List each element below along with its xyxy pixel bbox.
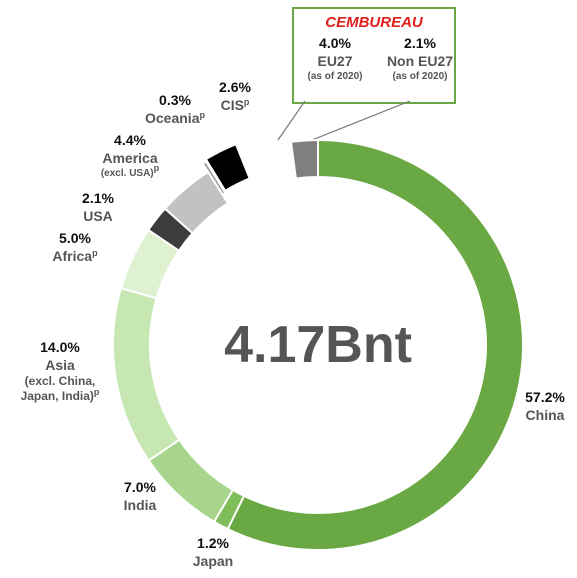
category-note: (as of 2020) bbox=[392, 71, 447, 82]
center-label: 4.17Bnt bbox=[224, 316, 412, 374]
category-label: Non EU27 bbox=[387, 53, 453, 69]
category-note: Japan, India)p bbox=[21, 387, 100, 403]
superscript: p bbox=[154, 163, 160, 173]
value-label: 2.6% bbox=[219, 79, 251, 95]
category-label: Asia bbox=[45, 357, 75, 373]
superscript: p bbox=[244, 97, 250, 107]
category-label: Oceaniap bbox=[145, 110, 205, 126]
category-label: Japan bbox=[193, 553, 233, 569]
pie-segment bbox=[201, 160, 227, 197]
callout-line bbox=[311, 100, 411, 141]
superscript: p bbox=[199, 110, 205, 120]
value-label: 4.4% bbox=[114, 132, 146, 148]
pie-segment bbox=[163, 170, 230, 235]
category-note: (as of 2020) bbox=[307, 71, 362, 82]
callout-box bbox=[292, 7, 456, 104]
value-label: 7.0% bbox=[124, 479, 156, 495]
category-label: Africap bbox=[52, 248, 98, 264]
pie-segment bbox=[226, 138, 524, 551]
pie-segment bbox=[239, 140, 297, 191]
callout-title: CEMBUREAU bbox=[325, 14, 424, 31]
pie-segment bbox=[289, 138, 319, 180]
superscript: p bbox=[94, 387, 100, 397]
value-label: 0.3% bbox=[159, 92, 191, 108]
value-label: 57.2% bbox=[525, 389, 565, 405]
pie-segment bbox=[112, 286, 181, 462]
value-label: 2.1% bbox=[404, 35, 436, 51]
value-label: 14.0% bbox=[40, 339, 80, 355]
value-label: 1.2% bbox=[197, 535, 229, 551]
category-label: India bbox=[124, 497, 157, 513]
callout-line bbox=[277, 100, 306, 141]
category-label: America bbox=[102, 150, 157, 166]
category-label: USA bbox=[83, 208, 113, 224]
superscript: p bbox=[92, 248, 98, 258]
value-label: 4.0% bbox=[319, 35, 351, 51]
value-label: 2.1% bbox=[82, 190, 114, 206]
value-label: 5.0% bbox=[59, 230, 91, 246]
category-label: China bbox=[526, 407, 565, 423]
category-note: (excl. China, bbox=[25, 374, 96, 388]
category-label: CISp bbox=[221, 97, 250, 113]
category-label: EU27 bbox=[317, 53, 352, 69]
